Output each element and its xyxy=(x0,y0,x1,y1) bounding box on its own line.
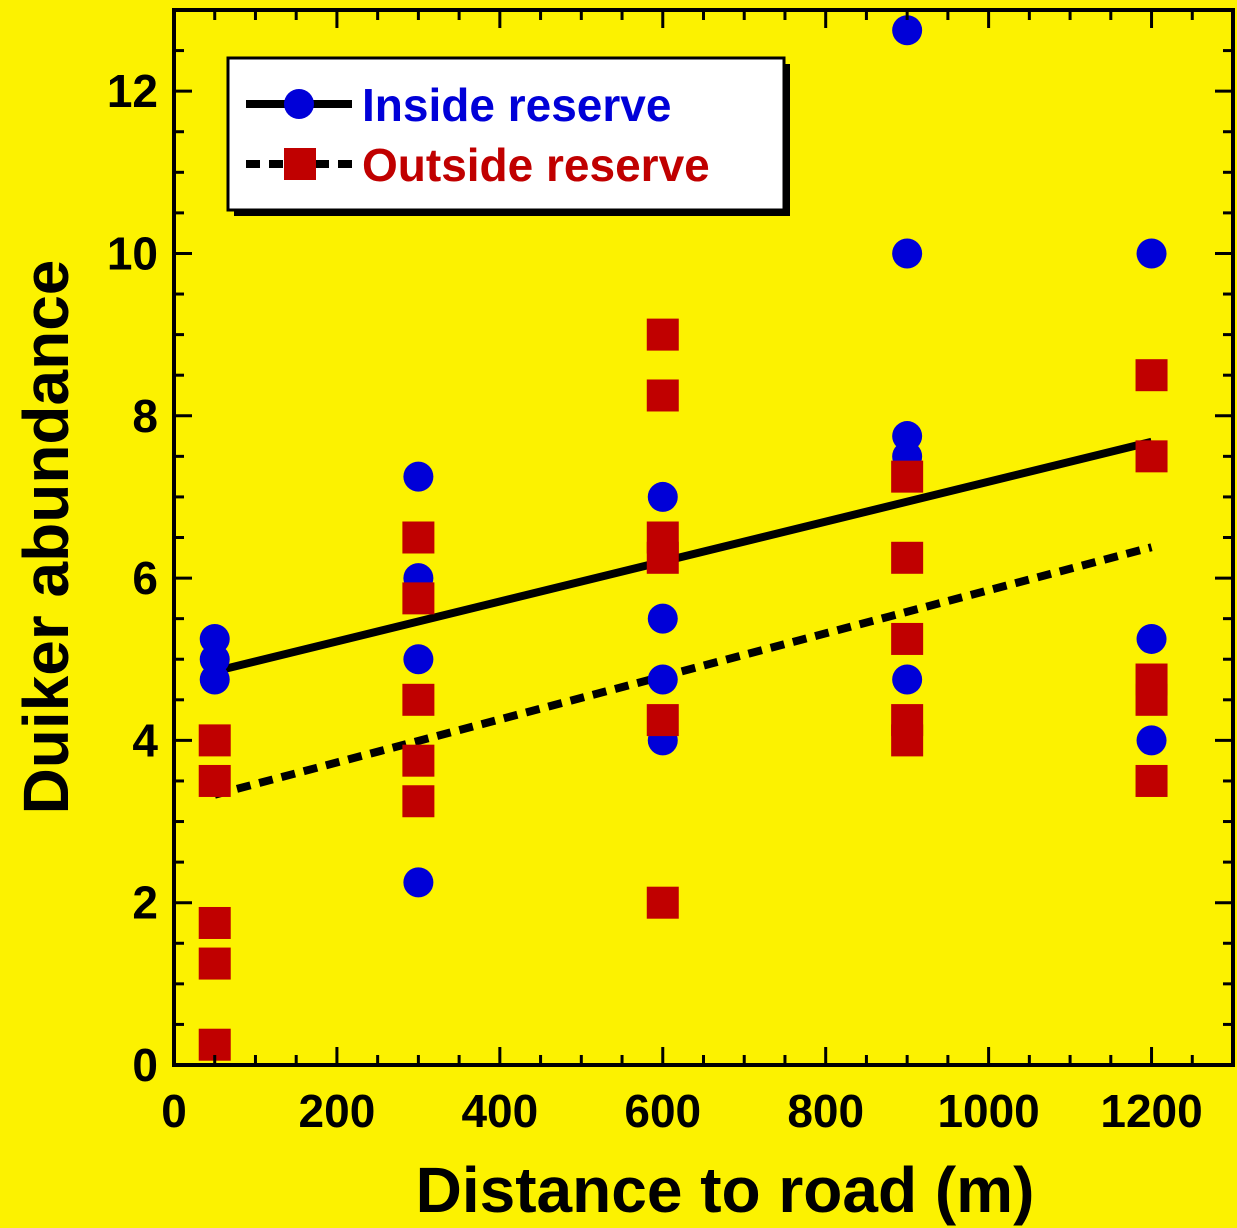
y-tick-label: 8 xyxy=(132,390,158,442)
x-tick-label: 600 xyxy=(624,1085,701,1137)
y-tick-label: 0 xyxy=(132,1039,158,1091)
point-outside xyxy=(646,379,679,412)
legend-inside-marker xyxy=(284,89,314,119)
point-inside xyxy=(892,15,923,46)
point-outside xyxy=(198,906,231,939)
point-inside xyxy=(403,644,434,675)
x-tick-label: 0 xyxy=(161,1085,187,1137)
point-outside xyxy=(1135,359,1168,392)
point-inside xyxy=(199,664,230,695)
point-outside xyxy=(891,622,924,655)
legend-outside-marker xyxy=(284,148,316,180)
legend: Inside reserve Outside reserve xyxy=(226,56,790,216)
legend-outside-label: Outside reserve xyxy=(362,139,710,191)
x-tick-label: 1200 xyxy=(1100,1085,1202,1137)
point-outside xyxy=(402,785,435,818)
y-axis-label: Duiker abundance xyxy=(10,260,82,815)
axis-ticks xyxy=(172,8,1235,1067)
point-outside xyxy=(402,683,435,716)
x-tick-label: 400 xyxy=(461,1085,538,1137)
point-inside xyxy=(1136,623,1167,654)
legend-box xyxy=(226,56,786,212)
axis-tick-labels: 0 200 400 600 800 1000 1200 0 2 4 6 8 10 12 xyxy=(107,65,1203,1137)
point-inside xyxy=(647,664,678,695)
point-outside xyxy=(646,704,679,737)
point-inside xyxy=(403,461,434,492)
point-outside xyxy=(1135,683,1168,716)
data-points xyxy=(198,15,1168,1061)
point-inside xyxy=(1136,238,1167,269)
point-outside xyxy=(646,541,679,574)
fit-line-outside xyxy=(213,543,1153,799)
point-outside xyxy=(402,744,435,777)
point-outside xyxy=(1135,764,1168,797)
point-inside xyxy=(403,867,434,898)
point-inside xyxy=(647,603,678,634)
point-outside xyxy=(198,947,231,980)
y-tick-label: 10 xyxy=(107,227,158,279)
y-tick-label: 2 xyxy=(132,877,158,929)
x-tick-label: 800 xyxy=(787,1085,864,1137)
legend-inside-label: Inside reserve xyxy=(362,79,671,131)
y-tick-label: 4 xyxy=(132,714,158,766)
x-tick-label: 1000 xyxy=(937,1085,1039,1137)
point-outside xyxy=(402,521,435,554)
fit-lines xyxy=(213,437,1153,799)
point-inside xyxy=(1136,725,1167,756)
point-outside xyxy=(1135,440,1168,473)
point-outside xyxy=(891,460,924,493)
x-axis-label: Distance to road (m) xyxy=(416,1154,1035,1226)
point-outside xyxy=(646,886,679,919)
point-outside xyxy=(646,318,679,351)
point-outside xyxy=(198,724,231,757)
point-outside xyxy=(891,541,924,574)
y-tick-label: 12 xyxy=(107,65,158,117)
fit-line-inside xyxy=(213,437,1153,676)
y-tick-label: 6 xyxy=(132,552,158,604)
point-outside xyxy=(402,582,435,615)
point-outside xyxy=(891,724,924,757)
point-inside xyxy=(892,238,923,269)
point-outside xyxy=(198,764,231,797)
x-tick-label: 200 xyxy=(299,1085,376,1137)
point-inside xyxy=(647,481,678,512)
point-inside xyxy=(892,664,923,695)
